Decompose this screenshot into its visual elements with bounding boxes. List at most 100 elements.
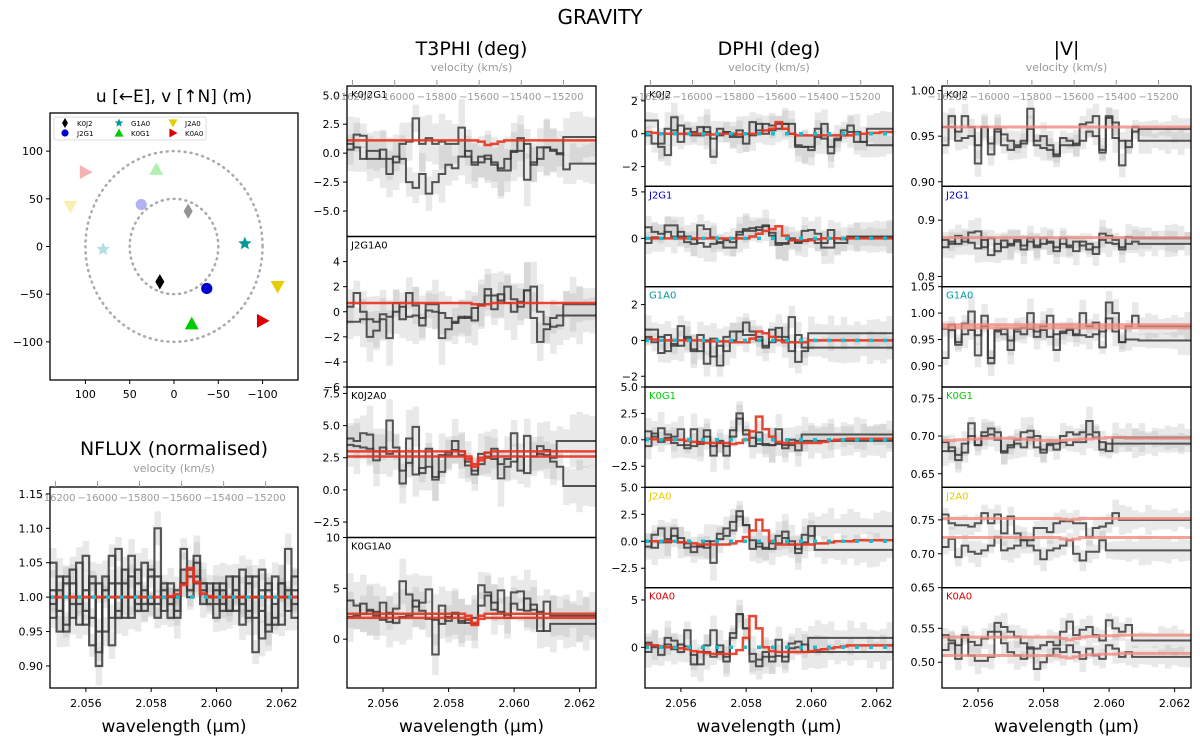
y-tick-label: 10 <box>326 532 340 545</box>
y-tick-label: −4 <box>324 356 340 369</box>
velocity-tick-label: −15800 <box>714 92 754 103</box>
x-tick-label: −50 <box>207 388 230 401</box>
y-tick-label: 4 <box>333 256 340 269</box>
velocity-tick-label: −16200 <box>332 92 372 103</box>
panel-k0j2g1: K0J2G1 −5.0 −2.5 0.0 2.5 5.0 <box>313 85 597 238</box>
data-series-line <box>645 316 893 367</box>
model-line <box>645 330 893 344</box>
plot-area <box>942 290 1191 377</box>
velocity-tick-label: −15600 <box>161 493 201 504</box>
data-series-line <box>347 285 596 328</box>
y-tick-label: 0.75 <box>911 392 936 405</box>
data-series-line <box>645 122 893 157</box>
x-tick-label: 2.060 <box>201 697 233 710</box>
data-series-line <box>942 619 1191 650</box>
legend-label: K0G1 <box>131 130 150 138</box>
y-tick-label: 5 <box>631 186 638 199</box>
data-series-line <box>347 594 596 633</box>
velocity-tick-label: −15400 <box>1096 92 1136 103</box>
panel-label: G1A0 <box>649 291 676 302</box>
panel-frame <box>49 112 299 381</box>
y-tick-label: 5.0 <box>621 381 639 394</box>
t3phi-column: T3PHI (deg) K0J2G1 −5.0 −2.5 0.0 2.5 5.0 J2G1A0… <box>313 38 597 737</box>
visibility-column: |V| K0J2 0.90 0.95 1.00 J2G1 0.8 0.9 G1A0 0.90 0.9… <box>911 38 1192 737</box>
panel-label: K0A0 <box>946 592 972 603</box>
plot-area <box>645 209 893 265</box>
x-tick-label: 0 <box>171 388 178 401</box>
model-line <box>347 301 596 307</box>
x-tick-label: −100 <box>247 388 277 401</box>
panel-label: K0A0 <box>649 592 675 603</box>
y-tick-label: 2.5 <box>323 118 341 131</box>
uv-point-k0a0 <box>256 313 270 328</box>
uv-point-k0j2 <box>183 203 193 219</box>
panel-j2g1: J2G1 0.8 0.9 <box>918 185 1192 288</box>
panel-label: K0J2A0 <box>351 391 386 402</box>
dphi-column: DPHI (deg) K0J2 −2 0 2 J2G1 0 5 G1A0 −2 0 2 K0G1 −2.5… <box>611 38 894 737</box>
panel-label: J2G1A0 <box>350 241 388 252</box>
panel-g1a0: G1A0 0.90 0.95 1.00 1.05 <box>911 281 1192 388</box>
y-tick-label: 0.75 <box>911 514 936 527</box>
uv-point-j2a0 <box>63 200 78 214</box>
legend-marker-k0j2 <box>62 118 68 128</box>
panel-k0j2a0: K0J2A0 −2.5 0.0 2.5 5.0 7.5 <box>313 386 597 539</box>
uv-coverage-plot: u [←E], v [↑N] (m)K0J2J2G1G1A0K0G1J2A0K0… <box>13 87 299 401</box>
y-tick-label: −2.5 <box>611 460 638 473</box>
uv-point-j2a0 <box>270 280 285 294</box>
y-tick-label: 0.0 <box>323 147 341 160</box>
uv-legend: K0J2 J2G1 G1A0 K0G1 J2A0 K0A0 <box>53 116 207 141</box>
uv-point-k0a0 <box>79 165 93 180</box>
plot-area <box>645 599 893 682</box>
panel-label: K0G1 <box>649 391 676 402</box>
uv-point-k0g1 <box>149 162 164 175</box>
panel-j2a0: J2A0 0.65 0.70 0.75 <box>911 486 1192 595</box>
velocity-tick-label: −15400 <box>501 92 541 103</box>
x-tick-label: 2.058 <box>433 697 465 710</box>
y-tick-label: 0.90 <box>19 660 44 673</box>
plot-area <box>645 306 893 377</box>
y-tick-label: 0.95 <box>911 130 936 143</box>
velocity-tick-label: −15600 <box>1054 92 1094 103</box>
x-tick-label: 2.056 <box>70 697 102 710</box>
panel-k0j2: K0J2 −2 0 2 <box>622 85 894 187</box>
y-tick-label: 0 <box>333 306 340 319</box>
legend-box <box>53 116 207 141</box>
model-line <box>942 633 1191 642</box>
x-tick-label: 2.062 <box>1159 697 1191 710</box>
y-tick-label: 2 <box>631 95 638 108</box>
panel-k0g1a0: K0G1A0 0 5 10 <box>326 532 597 689</box>
y-tick-label: 7.5 <box>323 387 341 400</box>
model-line <box>942 536 1191 542</box>
model-line <box>347 139 596 147</box>
velocity-tick-label: −15200 <box>246 493 286 504</box>
panel-k0j2: K0J2 0.90 0.95 1.00 <box>911 85 1192 189</box>
panel-g1a0: G1A0 −2 0 2 <box>622 286 894 388</box>
y-tick-label: 1.10 <box>19 522 44 535</box>
y-tick-label: −2 <box>622 161 638 174</box>
plot-area <box>347 98 596 211</box>
y-tick-label: 100 <box>22 145 43 158</box>
data-series-line <box>50 561 298 633</box>
velocity-tick-label: −16000 <box>672 92 712 103</box>
velocity-tick-label: −16200 <box>927 92 967 103</box>
x-axis-label: wavelength (µm) <box>101 717 246 737</box>
data-series-line <box>347 142 596 195</box>
data-series-line <box>942 237 1191 257</box>
y-tick-label: −50 <box>20 288 43 301</box>
data-series-line <box>942 301 1191 365</box>
y-tick-label: 0.0 <box>323 484 341 497</box>
nflux-plot: NFLUX (normalised) −16200 −16000 −15800 −156… <box>19 438 299 737</box>
x-tick-label: 2.058 <box>135 697 167 710</box>
legend-marker-k0a0 <box>169 128 178 138</box>
uv-point-j2g1 <box>201 282 213 295</box>
plot-area <box>645 501 893 581</box>
x-tick-label: 2.062 <box>861 697 893 710</box>
velocity-tick-label: −16000 <box>77 493 117 504</box>
y-tick-label: −6 <box>324 381 340 394</box>
x-tick-label: 2.056 <box>665 697 697 710</box>
y-tick-label: 1.00 <box>19 591 44 604</box>
data-series-line <box>645 224 893 249</box>
baseline-circle <box>128 197 220 296</box>
legend-marker-j2a0 <box>168 119 178 128</box>
